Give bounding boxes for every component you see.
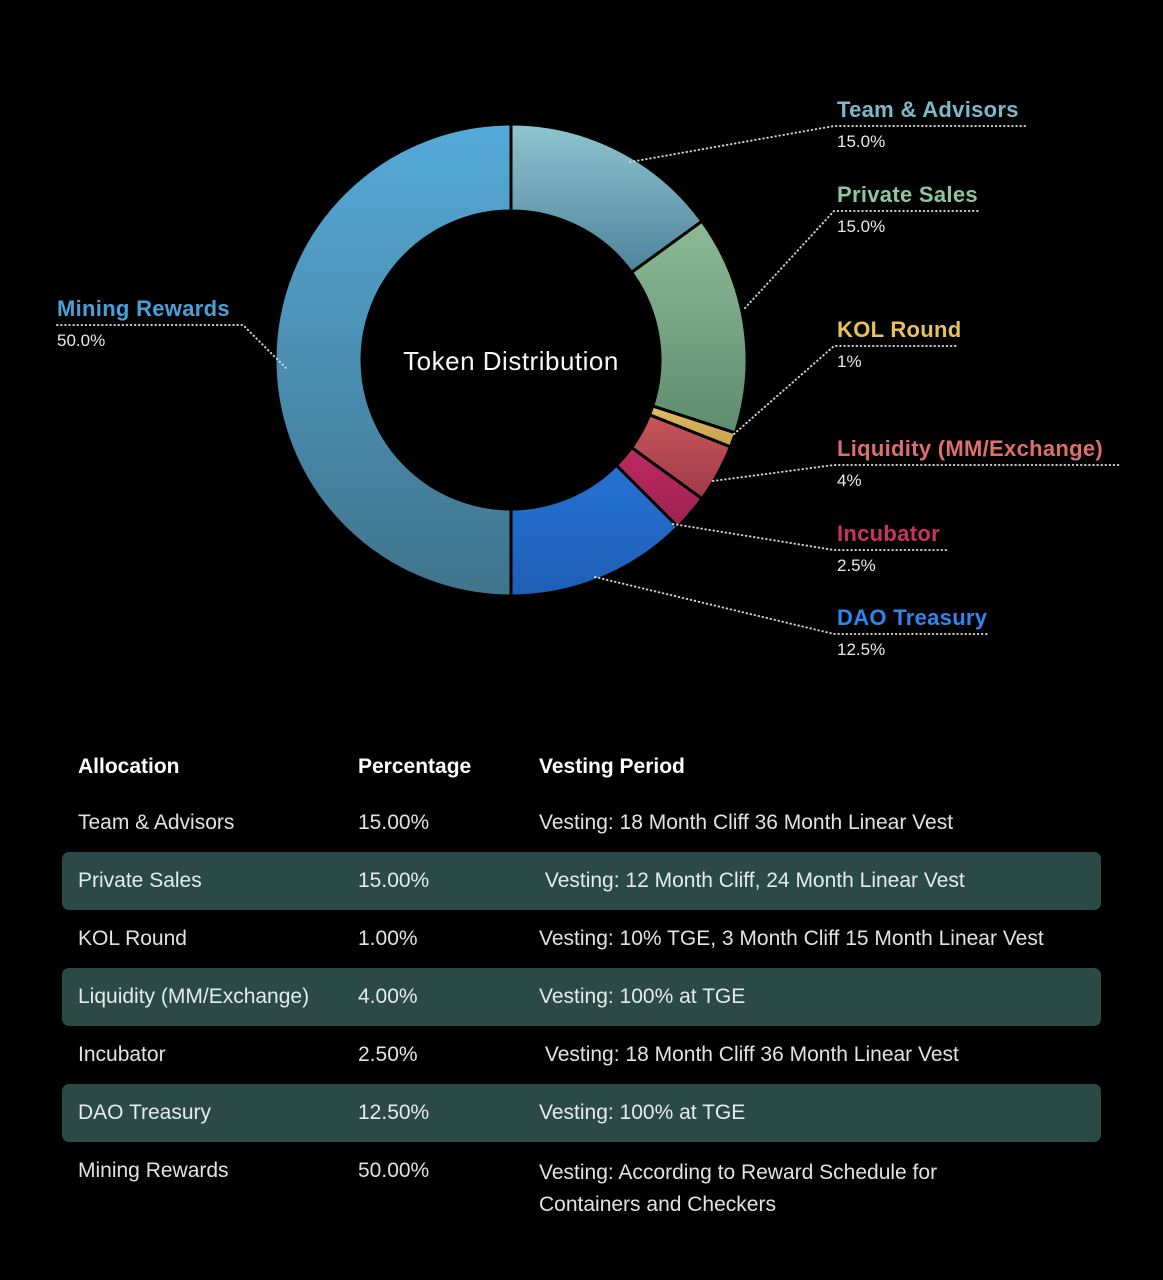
- header-vesting-period: Vesting Period: [539, 755, 685, 778]
- cell-vesting: Vesting: 10% TGE, 3 Month Cliff 15 Month…: [539, 927, 1044, 950]
- leader-line: [744, 210, 981, 309]
- table-row: KOL Round 1.00% Vesting: 10% TGE, 3 Month …: [62, 910, 1101, 968]
- header-percentage: Percentage: [358, 755, 472, 778]
- leader-line: [733, 345, 959, 435]
- cell-percentage: 4.00%: [358, 985, 418, 1008]
- callout-label: Mining Rewards: [57, 296, 230, 321]
- callout-team-advisors: Team & Advisors 15.0%: [837, 97, 1019, 151]
- table-header-row: Allocation Percentage Vesting Period: [62, 738, 1101, 794]
- cell-percentage: 1.00%: [358, 927, 418, 950]
- leader-line: [629, 125, 1029, 163]
- table-body: Team & Advisors 15.00% Vesting: 18 Month C…: [62, 794, 1101, 1226]
- callout-incubator: Incubator 2.5%: [837, 521, 940, 575]
- chart-title: Token Distribution: [403, 346, 619, 376]
- callout-mining-rewards: Mining Rewards 50.0%: [57, 296, 230, 350]
- cell-allocation: DAO Treasury: [78, 1101, 212, 1124]
- callout-label: Team & Advisors: [837, 97, 1019, 122]
- cell-allocation: Team & Advisors: [78, 811, 235, 834]
- callout-percent: 15.0%: [837, 132, 886, 151]
- table-row: Incubator 2.50% Vesting: 18 Month Cliff 3…: [62, 1026, 1101, 1084]
- cell-percentage: 12.50%: [358, 1101, 430, 1124]
- leader-line: [56, 324, 288, 370]
- cell-vesting: Vesting: 18 Month Cliff 36 Month Linear …: [539, 1043, 959, 1066]
- callout-dao-treasury: DAO Treasury 12.5%: [837, 605, 987, 659]
- donut-chart: [56, 122, 1121, 635]
- table-row: Private Sales 15.00% Vesting: 12 Month Cl…: [62, 852, 1101, 910]
- callout-percent: 15.0%: [837, 217, 886, 236]
- cell-vesting: Vesting: 100% at TGE: [539, 1101, 746, 1124]
- cell-vesting: Vesting: 18 Month Cliff 36 Month Linear …: [539, 811, 954, 834]
- cell-percentage: 50.00%: [358, 1159, 430, 1182]
- cell-allocation: KOL Round: [78, 927, 187, 950]
- callout-percent: 4%: [837, 471, 862, 490]
- leader-line: [594, 576, 991, 635]
- table-row: Mining Rewards 50.00% Vesting: According t…: [62, 1142, 1101, 1226]
- table-row: Team & Advisors 15.00% Vesting: 18 Month C…: [62, 794, 1101, 852]
- cell-vesting: Vesting: According to Reward Schedule fo…: [539, 1161, 943, 1216]
- allocation-table: Allocation Percentage Vesting Period Tea…: [62, 738, 1101, 1226]
- callout-label: KOL Round: [837, 317, 962, 342]
- table-row: DAO Treasury 12.50% Vesting: 100% at TGE: [62, 1084, 1101, 1142]
- cell-allocation: Mining Rewards: [78, 1159, 229, 1182]
- cell-vesting: Vesting: 100% at TGE: [539, 985, 746, 1008]
- callout-percent: 1%: [837, 352, 862, 371]
- callout-percent: 2.5%: [837, 556, 876, 575]
- callout-private-sales: Private Sales 15.0%: [837, 182, 978, 236]
- donut-slice: [273, 122, 513, 598]
- cell-percentage: 15.00%: [358, 869, 430, 892]
- callout-percent: 12.5%: [837, 640, 886, 659]
- callout-label: DAO Treasury: [837, 605, 988, 630]
- callout-label: Liquidity (MM/Exchange): [837, 436, 1104, 461]
- leader-line: [672, 523, 948, 551]
- callout-label: Private Sales: [837, 182, 978, 207]
- callout-label: Incubator: [837, 521, 940, 546]
- cell-vesting: Vesting: 12 Month Cliff, 24 Month Linear…: [539, 869, 965, 892]
- callout-percent: 50.0%: [57, 331, 106, 350]
- cell-allocation: Private Sales: [78, 869, 202, 892]
- cell-allocation: Incubator: [78, 1043, 166, 1066]
- cell-percentage: 15.00%: [358, 811, 430, 834]
- table-row: Liquidity (MM/Exchange) 4.00% Vesting: 100…: [62, 968, 1101, 1026]
- header-allocation: Allocation: [78, 755, 180, 778]
- callout-kol-round: KOL Round 1%: [837, 317, 962, 371]
- leader-line: [712, 464, 1121, 482]
- cell-percentage: 2.50%: [358, 1043, 418, 1066]
- callout-liquidity: Liquidity (MM/Exchange) 4%: [837, 436, 1103, 490]
- cell-allocation: Liquidity (MM/Exchange): [78, 985, 310, 1008]
